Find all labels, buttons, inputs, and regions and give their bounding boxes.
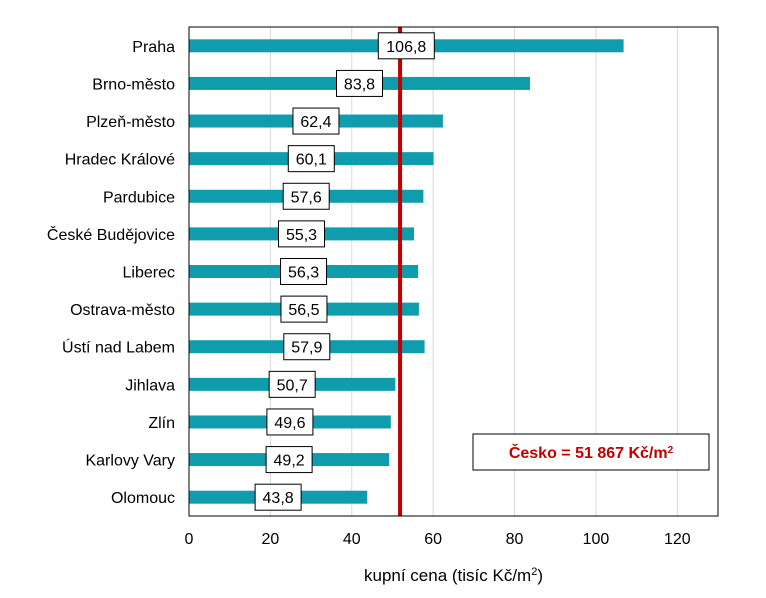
x-axis-title-end: ) (537, 566, 543, 585)
category-label: České Budějovice (47, 225, 175, 244)
data-label-text: 56,3 (288, 265, 319, 282)
x-tick-label: 60 (424, 531, 442, 548)
reference-note-box (472, 433, 710, 471)
reference-note-main: Česko = 51 867 Kč/m (509, 443, 668, 462)
x-tick-label: 0 (185, 531, 194, 548)
reference-note: Česko = 51 867 Kč/m2 (472, 433, 710, 471)
data-label-text: 60,1 (296, 152, 327, 169)
data-label-box (278, 220, 326, 248)
category-label: Olomouc (111, 490, 175, 507)
category-label: Jihlava (125, 377, 175, 394)
data-label: 83,8 (336, 69, 384, 97)
data-label-text: 57,9 (291, 340, 322, 357)
data-label-text: 62,4 (300, 114, 331, 131)
x-axis-title-superscript: 2 (531, 566, 537, 578)
category-label: Ústí nad Labem (62, 338, 175, 357)
category-label: Praha (132, 39, 175, 56)
data-label-box (280, 295, 328, 323)
data-label-box (292, 107, 340, 135)
data-label-box (282, 182, 330, 210)
data-label-text: 49,2 (274, 453, 305, 470)
category-label: Ostrava-město (70, 302, 175, 319)
data-label-box (377, 32, 435, 60)
category-label: Karlovy Vary (85, 453, 175, 470)
category-label: Liberec (123, 265, 175, 282)
data-label-box (265, 446, 313, 474)
data-label: 106,8 (377, 32, 435, 60)
category-labels: Praha Brno-město Plzeň-město Hradec Králové… (47, 39, 175, 507)
data-label: 49,2 (265, 446, 313, 474)
x-tick-label: 80 (506, 531, 524, 548)
data-label-box (283, 333, 331, 361)
data-label-box (280, 258, 328, 285)
data-label-text: 49,6 (274, 415, 305, 432)
data-label-text: 56,5 (288, 302, 319, 319)
data-label: 56,5 (280, 295, 328, 323)
data-label: 56,3 (280, 258, 328, 285)
reference-note-superscript: 2 (668, 445, 674, 456)
x-tick-label: 20 (261, 531, 279, 548)
category-label: Hradec Králové (65, 152, 175, 169)
data-label-box (287, 145, 335, 173)
plot-area-frame (188, 26, 719, 517)
data-label: 50,7 (268, 370, 316, 398)
category-label: Zlín (148, 415, 175, 432)
data-label-box (336, 69, 384, 97)
category-label: Plzeň-město (86, 114, 175, 131)
data-label-text: 43,8 (263, 490, 294, 507)
data-label-text: 55,3 (286, 227, 317, 244)
data-label-box (266, 408, 314, 436)
x-tick-label: 40 (343, 531, 361, 548)
category-label: Pardubice (103, 189, 175, 206)
data-label-text: 106,8 (386, 39, 426, 56)
data-label: 43,8 (254, 483, 302, 511)
x-axis-title-main: kupní cena (tisíc Kč/m (364, 566, 531, 585)
x-tick-label: 100 (583, 531, 610, 548)
data-label: 57,6 (282, 182, 330, 210)
reference-note-text: Česko = 51 867 Kč/m2 (509, 443, 674, 462)
data-label: 60,1 (287, 145, 335, 173)
data-label-text: 50,7 (277, 377, 308, 394)
data-label: 62,4 (292, 107, 340, 135)
x-tick-label: 120 (664, 531, 691, 548)
category-label: Brno-město (92, 76, 175, 93)
x-axis-title: kupní cena (tisíc Kč/m2) (364, 566, 543, 585)
x-tick-labels: 0 20 40 60 80 100 120 (185, 531, 691, 548)
data-label: 55,3 (278, 220, 326, 248)
data-label: 57,9 (283, 333, 331, 361)
data-label-text: 83,8 (344, 76, 375, 93)
data-labels: 106,8 83,8 62,4 60,1 57,6 55,3 56,3 56,5 57,9 50,… (254, 32, 435, 511)
data-label-box (254, 483, 302, 511)
data-label-box (268, 370, 316, 398)
data-label-text: 57,6 (291, 189, 322, 206)
data-label: 49,6 (266, 408, 314, 436)
